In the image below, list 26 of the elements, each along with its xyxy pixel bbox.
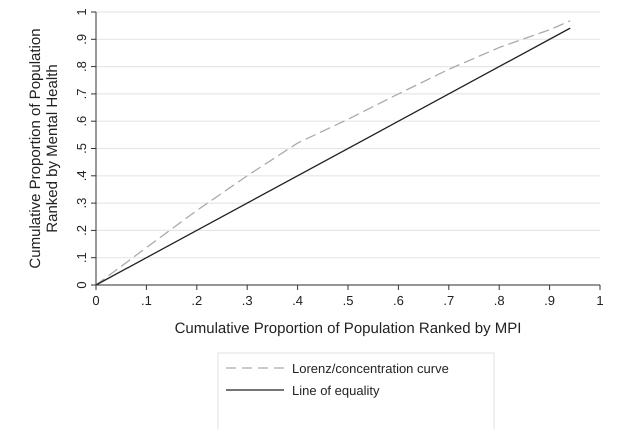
x-tick-label: .6 bbox=[392, 293, 404, 308]
x-tick-label: .9 bbox=[544, 293, 556, 308]
y-tick-label: 1 bbox=[74, 8, 89, 16]
x-tick-label: .5 bbox=[342, 293, 354, 308]
x-tick-label: .1 bbox=[140, 293, 152, 308]
y-tick-label: .3 bbox=[74, 198, 89, 209]
y-tick-label: .8 bbox=[74, 61, 89, 72]
y-tick-label: .2 bbox=[74, 224, 89, 236]
y-axis-title: Cumulative Proportion of Population Ranked by Mental Health bbox=[27, 28, 61, 269]
x-axis-title: Cumulative Proportion of Population Ranked by MPI bbox=[174, 320, 522, 337]
y-tick-label: .7 bbox=[74, 88, 89, 100]
x-tick-label: .3 bbox=[242, 293, 253, 308]
y-tick-label: .6 bbox=[74, 116, 89, 127]
y-tick-label: .9 bbox=[74, 34, 89, 45]
y-tick-label: .4 bbox=[74, 170, 89, 182]
x-tick-label: .7 bbox=[443, 293, 454, 308]
legend-label: Line of equality bbox=[292, 383, 380, 398]
x-tick-label: .2 bbox=[191, 293, 202, 308]
x-tick-label: .4 bbox=[292, 293, 304, 308]
y-tick-label: .1 bbox=[74, 252, 89, 264]
y-tick-label: .5 bbox=[74, 143, 89, 154]
x-tick-label: .8 bbox=[494, 293, 505, 308]
x-tick-label: 0 bbox=[92, 293, 100, 308]
y-tick-label: 0 bbox=[74, 281, 89, 289]
x-tick-label: 1 bbox=[596, 293, 604, 308]
legend-label: Lorenz/concentration curve bbox=[292, 361, 449, 376]
